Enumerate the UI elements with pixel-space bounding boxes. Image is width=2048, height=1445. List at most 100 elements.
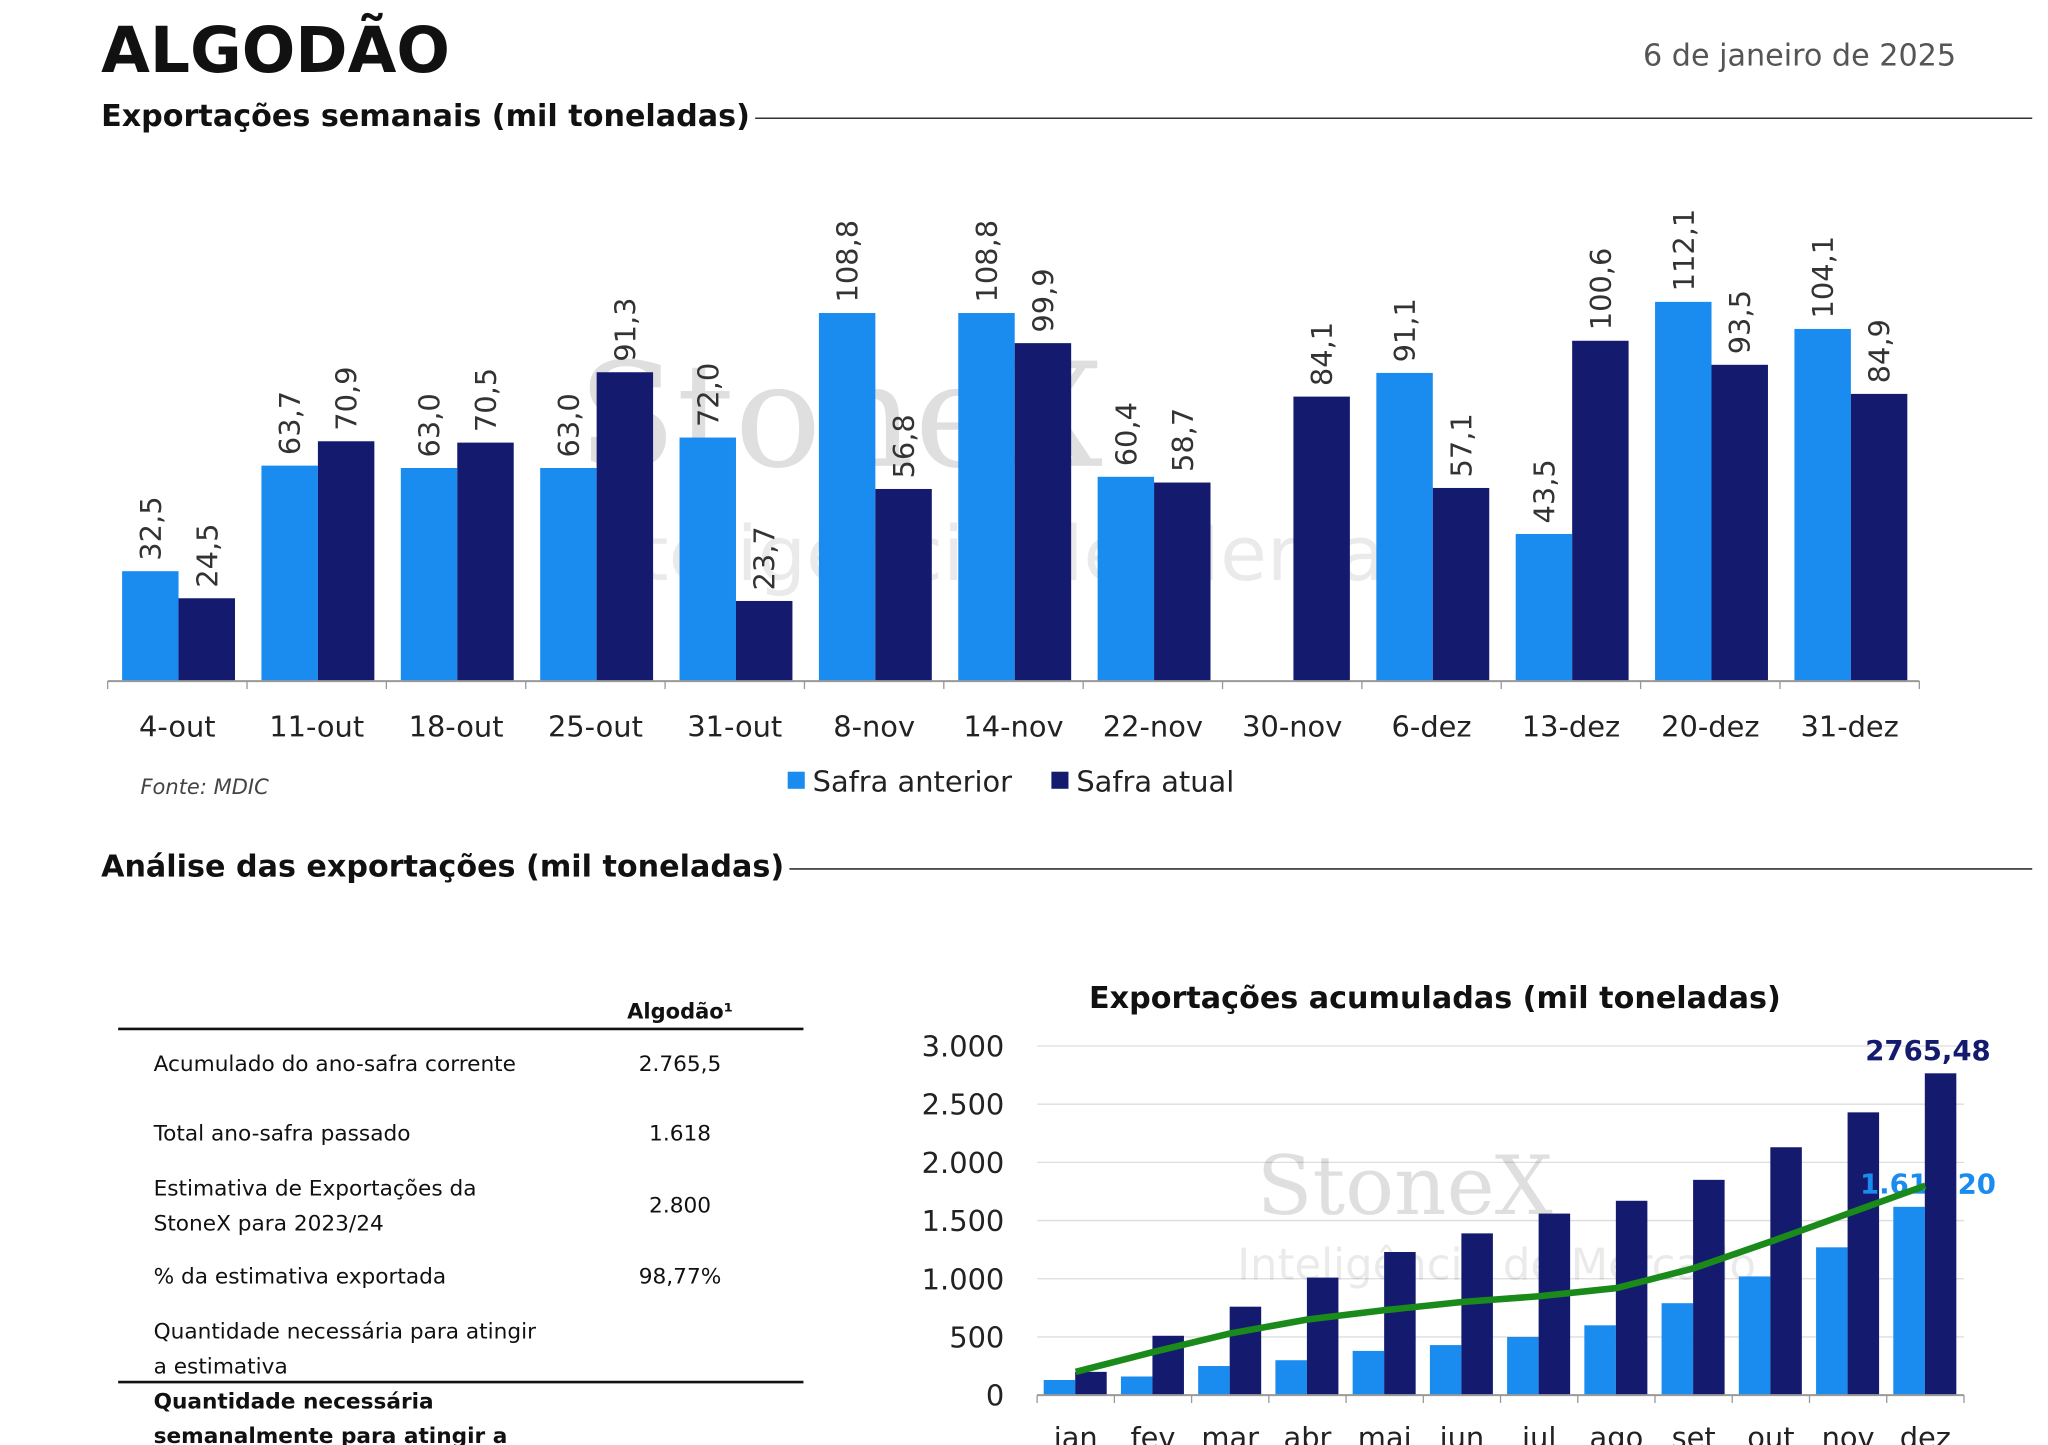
y-tick-label: 3.000 xyxy=(922,1030,1005,1064)
x-tick-label: 13-dez xyxy=(1522,709,1620,743)
bar xyxy=(735,600,793,682)
x-tick-label: 18-out xyxy=(409,709,504,743)
value-label: 58,7 xyxy=(1166,408,1200,472)
bar xyxy=(1429,1345,1462,1396)
bar xyxy=(122,571,179,682)
legend-swatch xyxy=(787,771,805,789)
text-line: Total ano-safra passado xyxy=(153,1122,411,1147)
x-tick-label: fev xyxy=(1130,1421,1175,1445)
bar xyxy=(1515,533,1573,682)
bar xyxy=(1376,372,1433,682)
bar xyxy=(261,465,318,682)
x-tick-label: out xyxy=(1747,1421,1794,1445)
bar xyxy=(1816,1247,1848,1396)
x-tick-label: jun xyxy=(1439,1421,1485,1445)
x-tick-label: abr xyxy=(1284,1421,1332,1445)
bar xyxy=(178,598,235,682)
table-cell: Quantidade necessária semanalmente para a… xyxy=(154,1389,508,1445)
y-tick-label: 2.500 xyxy=(922,1088,1005,1122)
x-tick-label: 31-out xyxy=(687,709,782,743)
text-line: Acumulado do ano-safra corrente xyxy=(154,1052,516,1077)
bar xyxy=(1352,1350,1385,1396)
text-line: semanalmente para atingir a xyxy=(154,1424,508,1445)
x-tick-label: mar xyxy=(1201,1421,1259,1445)
bar xyxy=(818,313,876,682)
x-tick-label: 31-dez xyxy=(1800,709,1898,743)
value-label: 63,7 xyxy=(273,391,307,455)
table-cell: Total ano-safra passado xyxy=(153,1122,411,1147)
value-label: 108,8 xyxy=(831,220,865,303)
x-tick-label: 30-nov xyxy=(1242,709,1342,743)
table-cell: Acumulado do ano-safra corrente xyxy=(154,1052,516,1077)
text-line: StoneX para 2023/24 xyxy=(154,1211,384,1236)
bar xyxy=(1572,340,1629,682)
value-label: 112,1 xyxy=(1667,209,1701,292)
table-cell: 2.765,5 xyxy=(639,1052,722,1077)
x-tick-label: nov xyxy=(1822,1421,1875,1445)
bar xyxy=(1275,1360,1307,1396)
bar xyxy=(1154,482,1211,682)
table-cell: % da estimativa exportada xyxy=(154,1265,447,1290)
bar xyxy=(317,441,375,682)
line-series xyxy=(1074,1182,1927,1376)
value-label: 91,1 xyxy=(1388,298,1422,362)
y-tick-label: 2.000 xyxy=(922,1146,1005,1180)
legend-label: Safra anterior xyxy=(813,764,1013,798)
table-header: Algodão¹ xyxy=(627,999,733,1023)
section-title: Exportações semanais (mil toneladas) xyxy=(101,99,750,134)
source: Fonte: MDIC xyxy=(140,775,269,799)
value-label: 84,1 xyxy=(1305,322,1339,386)
bar xyxy=(1198,1366,1230,1396)
bar xyxy=(1924,1073,1957,1396)
bar xyxy=(679,437,736,682)
legend-label: Safra atual xyxy=(1076,764,1234,798)
bar xyxy=(875,488,932,682)
chart-title: Exportações acumuladas (mil toneladas) xyxy=(1089,981,1781,1016)
bar xyxy=(1893,1206,1925,1396)
value-label: 84,9 xyxy=(1863,319,1897,383)
bar xyxy=(1538,1213,1571,1396)
x-tick-label: 14-nov xyxy=(963,709,1063,743)
value-label: 56,8 xyxy=(887,414,921,478)
value-label: 24,5 xyxy=(190,524,224,588)
text-line: Quantidade necessária para atingir xyxy=(154,1320,537,1345)
table-cell: 1.618 xyxy=(649,1122,711,1147)
value-label: 99,9 xyxy=(1026,268,1060,332)
x-tick-label: 8-nov xyxy=(833,709,915,743)
bar xyxy=(1075,1371,1107,1396)
value-label: 63,0 xyxy=(552,393,586,457)
x-tick-label: ago xyxy=(1590,1421,1644,1445)
value-label: 63,0 xyxy=(413,393,447,457)
x-tick-label: 22-nov xyxy=(1103,709,1203,743)
x-tick-label: mai xyxy=(1358,1421,1412,1445)
table-cell: Quantidade necessária para atingir a esti… xyxy=(154,1320,537,1380)
value-label: 100,6 xyxy=(1584,248,1618,331)
bar xyxy=(1794,328,1851,682)
bar xyxy=(596,372,654,682)
text-line: a estimativa xyxy=(154,1354,288,1379)
value-label: 91,3 xyxy=(608,297,642,361)
y-tick-label: 1.000 xyxy=(922,1262,1005,1296)
table-cell: Estimativa de Exportações da StoneX para … xyxy=(154,1177,477,1237)
bar xyxy=(1461,1233,1493,1396)
value-label: 60,4 xyxy=(1109,402,1143,466)
x-tick-label: set xyxy=(1672,1421,1716,1445)
bar xyxy=(958,313,1015,682)
bar xyxy=(540,467,597,682)
page-title: ALGODÃO xyxy=(101,14,450,87)
value-label: 23,7 xyxy=(748,526,782,590)
x-tick-label: 4-out xyxy=(139,709,216,743)
value-label: 104,1 xyxy=(1806,236,1840,319)
bar xyxy=(1584,1325,1616,1396)
bar xyxy=(457,442,514,682)
bar xyxy=(1097,476,1155,682)
value-label: 43,5 xyxy=(1527,459,1561,523)
value-label: 32,5 xyxy=(134,496,168,560)
bar xyxy=(1655,301,1712,682)
text-line: Quantidade necessária xyxy=(154,1389,434,1414)
bar xyxy=(1693,1179,1725,1396)
y-tick-label: 0 xyxy=(986,1379,1004,1413)
x-tick-label: dez xyxy=(1900,1421,1951,1445)
bar xyxy=(1847,1112,1880,1396)
